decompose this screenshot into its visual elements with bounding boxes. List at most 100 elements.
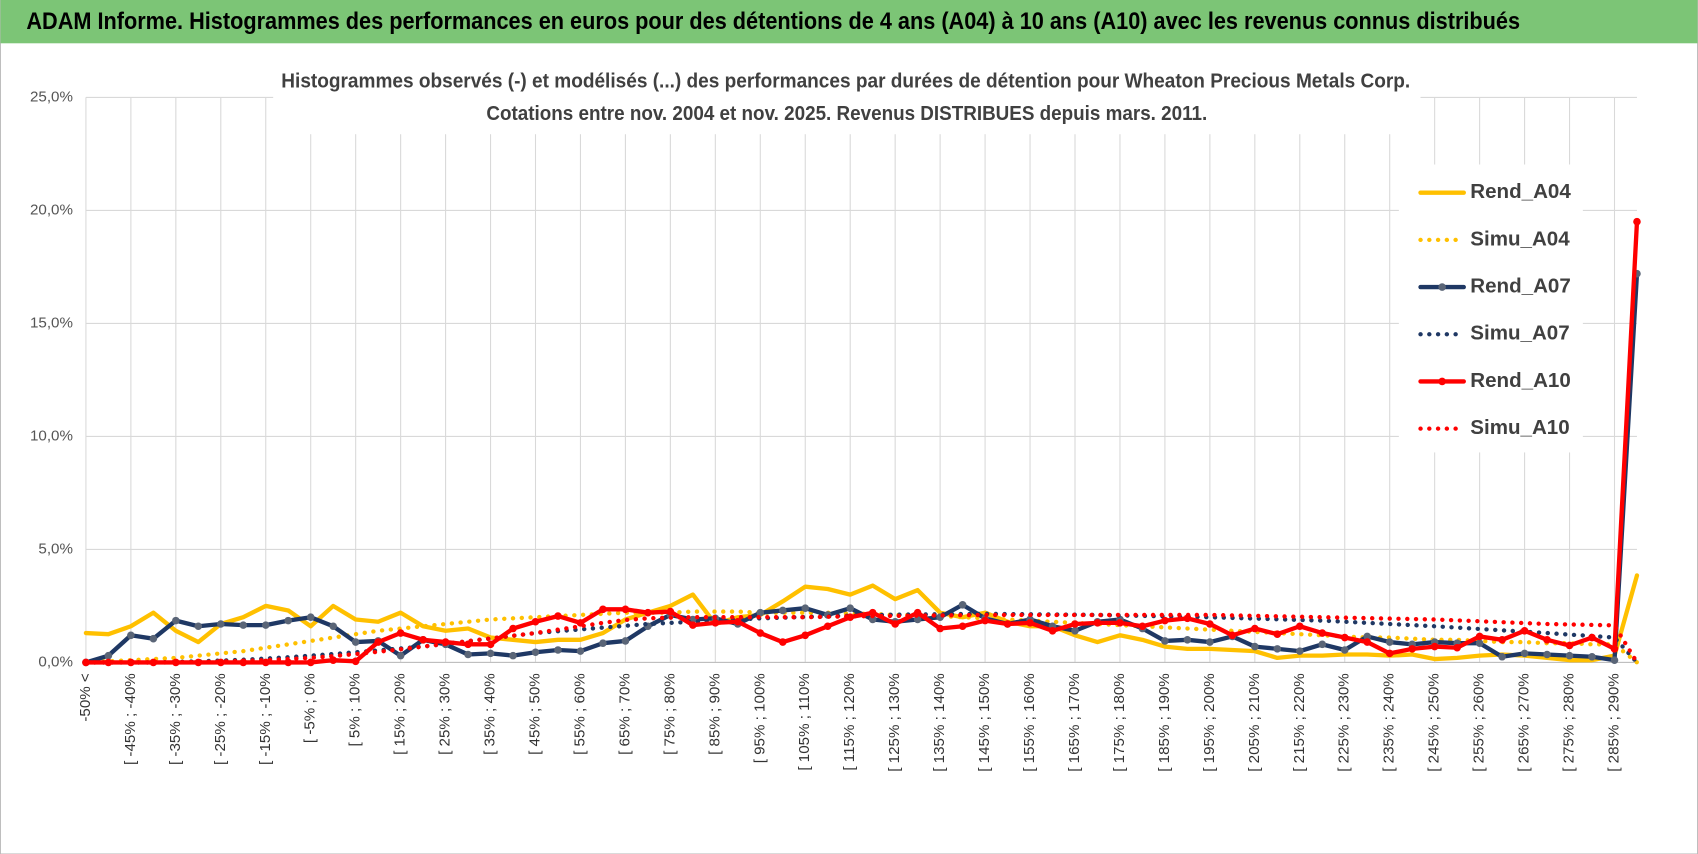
- point-marker: [1475, 632, 1484, 641]
- y-tick-label: 0,0%: [38, 653, 73, 670]
- x-tick-label: [ 215% ; 220%: [1291, 673, 1308, 771]
- point-marker: [374, 638, 382, 646]
- point-marker: [1543, 650, 1551, 659]
- x-tick-label: [ -35% ; -30%: [167, 673, 184, 765]
- legend-marker: [1438, 377, 1446, 386]
- point-marker: [1453, 643, 1461, 652]
- point-marker: [261, 658, 270, 667]
- x-tick-label: [ 45% ; 50%: [527, 673, 544, 755]
- point-marker: [689, 621, 697, 629]
- y-tick-label: 15,0%: [30, 314, 73, 331]
- x-tick-label: [ 65% ; 70%: [616, 673, 633, 755]
- point-marker: [1138, 622, 1147, 631]
- point-marker: [1565, 641, 1574, 650]
- point-marker: [104, 651, 113, 660]
- point-marker: [1340, 633, 1349, 642]
- legend-marker: [1438, 283, 1446, 291]
- point-marker: [1206, 638, 1214, 646]
- point-marker: [1520, 626, 1529, 635]
- point-marker: [509, 651, 517, 660]
- point-marker: [1318, 629, 1327, 637]
- x-tick-label: [ 235% ; 240%: [1381, 673, 1398, 771]
- y-tick-label: 10,0%: [30, 427, 73, 444]
- series-line: [83, 219, 1640, 665]
- point-marker: [891, 620, 899, 628]
- point-marker: [801, 604, 810, 612]
- x-tick-label: [ 185% ; 190%: [1156, 673, 1173, 771]
- point-marker: [621, 605, 630, 614]
- point-marker: [1093, 619, 1102, 627]
- x-tick-label: [ -25% ; -20%: [212, 673, 229, 765]
- x-tick-label: [ 115% ; 120%: [841, 673, 858, 770]
- point-marker: [1228, 631, 1237, 640]
- point-marker: [599, 605, 607, 614]
- x-tick-label: [ -45% ; -40%: [122, 673, 139, 765]
- point-marker: [1430, 642, 1439, 651]
- point-marker: [1273, 630, 1282, 638]
- point-marker: [734, 617, 742, 626]
- y-tick-label: 20,0%: [30, 201, 73, 218]
- x-tick-label: [ 195% ; 200%: [1201, 673, 1218, 771]
- point-marker: [419, 636, 427, 644]
- point-marker: [149, 634, 158, 643]
- point-marker: [261, 621, 270, 629]
- point-marker: [306, 613, 315, 622]
- point-marker: [1273, 645, 1282, 653]
- point-marker: [576, 647, 585, 655]
- point-marker: [666, 607, 675, 616]
- point-marker: [1251, 642, 1259, 651]
- point-marker: [756, 608, 765, 617]
- series-line: [83, 573, 1640, 663]
- point-marker: [1003, 620, 1012, 628]
- x-tick-label: [ 165% ; 170%: [1066, 673, 1083, 771]
- point-marker: [554, 612, 562, 620]
- point-marker: [868, 608, 877, 617]
- point-marker: [958, 622, 967, 631]
- point-marker: [1498, 636, 1506, 644]
- point-marker: [711, 619, 720, 627]
- point-marker: [1475, 639, 1484, 647]
- x-tick-label: -50% <: [77, 673, 94, 722]
- point-marker: [846, 604, 854, 612]
- point-marker: [1498, 652, 1506, 661]
- point-marker: [868, 615, 877, 624]
- x-tick-label: [ 15% ; 20%: [392, 673, 409, 755]
- point-marker: [1251, 624, 1259, 633]
- x-tick-label: [ 135% ; 140%: [931, 673, 948, 771]
- point-marker: [778, 606, 787, 615]
- point-marker: [1565, 651, 1574, 660]
- point-marker: [1385, 649, 1394, 658]
- point-marker: [1363, 638, 1372, 646]
- point-marker: [464, 650, 472, 659]
- point-marker: [1161, 616, 1169, 625]
- point-marker: [329, 622, 337, 631]
- x-tick-label: [ 35% ; 40%: [482, 673, 499, 755]
- point-marker: [599, 639, 607, 647]
- point-marker: [1610, 645, 1619, 653]
- point-marker: [1296, 647, 1304, 655]
- point-marker: [554, 646, 562, 654]
- point-marker: [486, 640, 495, 649]
- legend-label: Simu_A04: [1470, 227, 1570, 250]
- point-marker: [1520, 649, 1529, 658]
- x-tick-label: [ 175% ; 180%: [1111, 673, 1128, 771]
- x-tick-label: [ 5% ; 10%: [347, 673, 364, 746]
- y-tick-label: 5,0%: [38, 540, 73, 557]
- point-marker: [351, 657, 360, 666]
- point-marker: [1183, 636, 1192, 644]
- point-marker: [104, 658, 113, 667]
- x-tick-label: [ 285% ; 290%: [1605, 673, 1622, 771]
- x-tick-label: [ 255% ; 260%: [1471, 673, 1488, 771]
- point-marker: [1633, 217, 1641, 226]
- header-title: ADAM Informe. Histogrammes des performan…: [26, 8, 1520, 35]
- point-marker: [644, 608, 652, 617]
- point-marker: [509, 624, 517, 633]
- point-marker: [621, 637, 630, 645]
- x-tick-label: [ 125% ; 130%: [886, 673, 903, 771]
- point-marker: [981, 616, 989, 625]
- x-tick-label: [ 155% ; 160%: [1021, 673, 1038, 771]
- x-tick-label: [ 205% ; 210%: [1246, 673, 1263, 771]
- plot-area: 0,0% 5,0% 10,0% 15,0% 20,0% 25,0% -50% < [ -45%…: [30, 88, 1641, 772]
